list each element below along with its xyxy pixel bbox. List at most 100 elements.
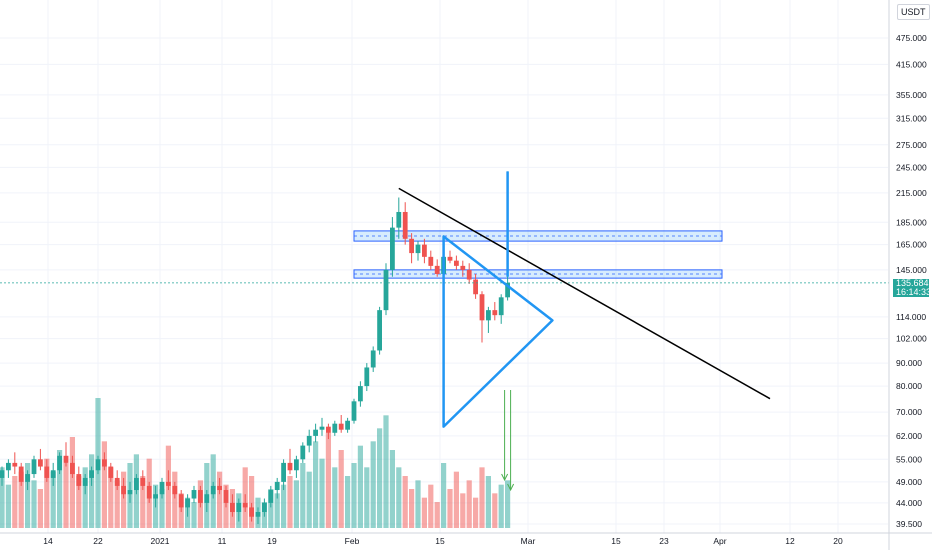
price-tick-label: 70.000 (896, 407, 922, 417)
volume-bar (300, 463, 306, 528)
price-tick-label: 102.000 (896, 334, 927, 344)
candle-body (12, 462, 18, 467)
candle-body (70, 462, 75, 475)
volume-bar (332, 467, 338, 528)
volume-bar (415, 480, 421, 528)
volume-bar (396, 467, 402, 528)
candle-body (268, 490, 274, 503)
candle-body (262, 502, 267, 513)
candle-body (460, 265, 466, 270)
last-price-value: 135.684 (896, 278, 929, 288)
volume-bar (76, 476, 82, 528)
price-tick-label: 215.000 (896, 188, 927, 198)
currency-label: USDT (901, 7, 926, 17)
volume-bar (287, 476, 293, 528)
volume-bar (293, 480, 299, 528)
volume-bar (447, 489, 453, 528)
candle-body (351, 401, 357, 421)
time-tick-label: 20 (833, 536, 843, 546)
volume-bars (0, 398, 511, 528)
resistance-zones (353, 230, 723, 279)
candle-body (44, 466, 50, 478)
candle-body (294, 459, 299, 471)
candle-body (114, 477, 120, 486)
volume-bar (89, 454, 95, 528)
volume-bar (82, 467, 88, 528)
volume-bar (485, 476, 491, 528)
volume-bar (191, 502, 197, 528)
time-tick-label: Feb (345, 536, 360, 546)
volume-bar (428, 484, 434, 528)
candle-body (210, 485, 216, 495)
candles (0, 171, 510, 524)
drawings (0, 171, 889, 492)
price-tick-label: 355.000 (896, 90, 927, 100)
volume-bar (25, 463, 31, 528)
candle-body (63, 455, 69, 463)
candle-body (76, 474, 82, 486)
volume-bar (0, 467, 5, 528)
candle-body (338, 423, 344, 430)
price-tick-label: 245.000 (896, 162, 927, 172)
price-tick-label: 475.000 (896, 33, 927, 43)
candle-body (434, 265, 440, 274)
volume-bar (274, 493, 280, 528)
candle-body (134, 477, 139, 491)
candle-body (166, 481, 171, 486)
volume-bar (249, 476, 255, 528)
volume-bar (383, 415, 389, 528)
candle-body (242, 502, 248, 508)
candle-body (409, 238, 414, 254)
triangle-pattern (442, 235, 554, 428)
candle-body (230, 502, 235, 513)
candle-body (31, 459, 37, 475)
candle-body (191, 490, 197, 499)
volume-bar (108, 467, 114, 528)
volume-bar (101, 441, 107, 528)
volume-bar (319, 458, 325, 528)
candle-body (153, 494, 158, 499)
volume-bar (492, 493, 498, 528)
candle-body (6, 462, 11, 471)
price-tick-label: 44.000 (896, 498, 922, 508)
volume-bar (409, 489, 415, 528)
volume-bar (268, 489, 274, 528)
candle-body (108, 466, 114, 478)
trendline (398, 187, 771, 400)
time-tick-label: 12 (785, 536, 795, 546)
price-tick-label: 80.000 (896, 381, 922, 391)
candle-body (466, 269, 472, 280)
arrow-head (501, 473, 509, 482)
volume-bar (364, 467, 370, 528)
price-tick-label: 415.000 (896, 59, 927, 69)
candle-body (178, 494, 184, 508)
price-tick-label: 315.000 (896, 113, 927, 123)
volume-bar (37, 489, 43, 528)
time-tick-label: 11 (218, 536, 227, 546)
volume-bar (18, 471, 24, 528)
volume-bar (505, 480, 511, 528)
candle-body (358, 386, 363, 402)
candle-body (505, 282, 510, 298)
volume-bar (69, 437, 75, 528)
volume-bar (114, 480, 120, 528)
time-tick-label: Apr (713, 536, 726, 546)
candle-body (38, 459, 43, 467)
time-tick-label: 14 (43, 536, 53, 546)
candle-body (377, 310, 382, 351)
volume-bar (50, 471, 56, 528)
candle-body (198, 490, 203, 503)
price-tick-label: 114.000 (896, 312, 926, 322)
volume-bar (441, 463, 447, 528)
currency-button[interactable]: USDT (897, 4, 930, 20)
candle-body (236, 502, 242, 513)
price-tick-label: 90.000 (896, 358, 922, 368)
candle-body (102, 459, 107, 467)
volume-bar (377, 428, 383, 528)
candle-body (454, 260, 459, 266)
volume-bar (12, 476, 18, 528)
bar-countdown: 16:14:33 (896, 287, 932, 297)
volume-bar (402, 476, 408, 528)
